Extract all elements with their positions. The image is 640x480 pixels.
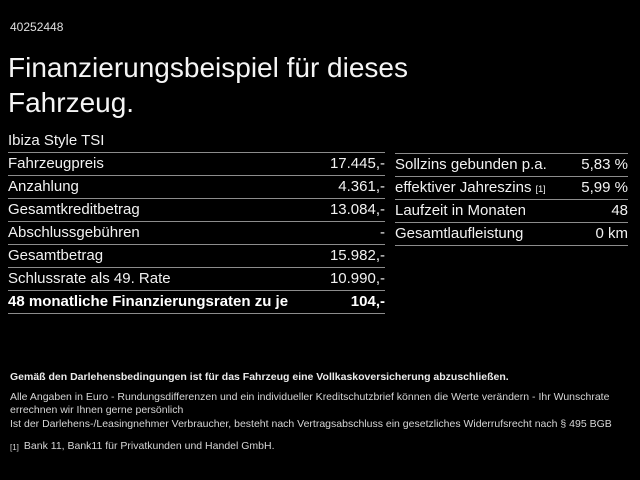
row-value: 13.084,- (329, 201, 385, 218)
page-title-line2: Fahrzeug. (8, 87, 135, 118)
row-value: 5,99 % (581, 179, 628, 196)
disclaimer-line-2: Ist der Darlehens-/Leasingnehmer Verbrau… (10, 418, 612, 430)
row-label: Gesamtkreditbetrag (8, 201, 140, 218)
vehicle-model-header: Ibiza Style TSI (8, 129, 385, 153)
row-label: Sollzins gebunden p.a. (395, 156, 547, 173)
row-value: 5,83 % (581, 156, 628, 173)
footnote: [1] Bank 11, Bank11 für Privatkunden und … (10, 440, 632, 453)
table-row-sollzins: Sollzins gebunden p.a. 5,83 % (395, 154, 628, 177)
table-row-monthly-rate-total: 48 monatliche Finanzierungsraten zu je 1… (8, 291, 385, 314)
financing-table: Ibiza Style TSI Fahrzeugpreis 17.445,- A… (8, 129, 385, 314)
table-row-gesamtbetrag: Gesamtbetrag 15.982,- (8, 245, 385, 268)
row-value: 104,- (350, 293, 385, 310)
footnote-marker: [1] (10, 443, 19, 452)
table-row-abschlussgebuehren: Abschlussgebühren - (8, 222, 385, 245)
table-row-laufzeit: Laufzeit in Monaten 48 (395, 200, 628, 223)
disclaimer-footer: Gemäß den Darlehensbedingungen ist für d… (10, 371, 632, 453)
table-row-anzahlung: Anzahlung 4.361,- (8, 176, 385, 199)
footnote-ref-marker: [1] (535, 184, 546, 194)
row-value: 10.990,- (329, 270, 385, 287)
interest-rates-table: Sollzins gebunden p.a. 5,83 % effektiver… (395, 153, 628, 246)
disclaimer-bold-note: Gemäß den Darlehensbedingungen ist für d… (10, 371, 509, 383)
row-label: Gesamtlaufleistung (395, 225, 524, 242)
row-label: 48 monatliche Finanzierungsraten zu je (8, 293, 289, 310)
row-label: Abschlussgebühren (8, 224, 140, 241)
disclaimer-line-1: Alle Angaben in Euro - Rundungsdifferenz… (10, 391, 610, 416)
footnote-text: Bank 11, Bank11 für Privatkunden und Han… (23, 440, 275, 452)
row-label: Fahrzeugpreis (8, 155, 104, 172)
row-label: Gesamtbetrag (8, 247, 104, 264)
row-label: Laufzeit in Monaten (395, 202, 526, 219)
row-value: - (380, 224, 385, 241)
table-row-schlussrate: Schlussrate als 49. Rate 10.990,- (8, 268, 385, 291)
table-row-gesamtkreditbetrag: Gesamtkreditbetrag 13.084,- (8, 199, 385, 222)
table-row-effektiver-jahreszins: effektiver Jahreszins [1] 5,99 % (395, 177, 628, 200)
row-label: effektiver Jahreszins (395, 179, 532, 196)
row-label: Schlussrate als 49. Rate (8, 270, 171, 287)
page-title: Finanzierungsbeispiel für dieses Fahrzeu… (8, 50, 408, 120)
page-title-line1: Finanzierungsbeispiel für dieses (8, 52, 408, 83)
row-value: 0 km (595, 225, 628, 242)
vehicle-id: 40252448 (10, 20, 64, 34)
table-row-gesamtlaufleistung: Gesamtlaufleistung 0 km (395, 223, 628, 246)
table-row-fahrzeugpreis: Fahrzeugpreis 17.445,- (8, 153, 385, 176)
row-value: 17.445,- (329, 155, 385, 172)
row-value: 15.982,- (329, 247, 385, 264)
row-value: 48 (611, 202, 628, 219)
row-value: 4.361,- (338, 178, 385, 195)
row-label: Anzahlung (8, 178, 79, 195)
